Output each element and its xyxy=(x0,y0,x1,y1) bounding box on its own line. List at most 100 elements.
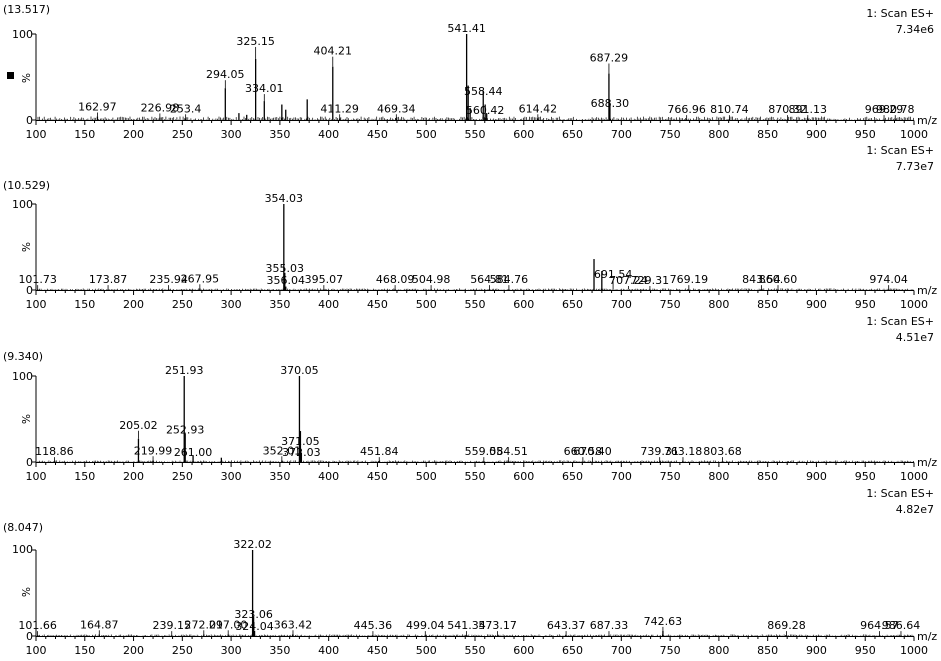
peak-label: 451.84 xyxy=(360,445,399,458)
x-tick-label: 550 xyxy=(465,644,486,657)
x-tick-label: 950 xyxy=(855,298,876,311)
peak-label: 469.34 xyxy=(377,102,416,115)
x-tick-label: 400 xyxy=(318,128,339,141)
peak-label: 239.15 xyxy=(152,619,191,632)
peak-label: 891.13 xyxy=(789,103,828,116)
x-axis-label: m/z xyxy=(917,284,937,297)
peak-label: 251.93 xyxy=(165,364,204,377)
x-tick-label: 950 xyxy=(855,128,876,141)
peak-label: 584.51 xyxy=(489,445,528,458)
peak-label: 643.37 xyxy=(547,619,586,632)
x-tick-label: 200 xyxy=(123,298,144,311)
intensity-label: 7.73e7 xyxy=(896,160,934,173)
y-tick-0: 0 xyxy=(26,284,33,297)
x-tick-label: 500 xyxy=(416,298,437,311)
x-tick-label: 350 xyxy=(269,128,290,141)
x-tick-label: 150 xyxy=(74,128,95,141)
x-tick-label: 600 xyxy=(513,644,534,657)
peak-label: 395.07 xyxy=(305,273,344,286)
peak-label: 325.15 xyxy=(236,35,275,48)
peak-label: 687.33 xyxy=(590,619,629,632)
peak-label: 205.02 xyxy=(119,419,158,432)
peak-label: 860.60 xyxy=(759,273,798,286)
x-tick-label: 550 xyxy=(465,128,486,141)
peak-label: 766.96 xyxy=(667,103,706,116)
x-tick-label: 600 xyxy=(513,128,534,141)
spectrum-panel-1: (13.517) 1: Scan ES+ 7.34e6 100 0 % m/z … xyxy=(3,3,937,141)
x-tick-label: 300 xyxy=(221,644,242,657)
scan-label: 1: Scan ES+ xyxy=(866,7,934,20)
x-tick-label: 250 xyxy=(172,128,193,141)
peak-label: 691.54 xyxy=(594,268,633,281)
peak-label: 541.41 xyxy=(447,22,486,35)
peak-label: 352.01 xyxy=(263,444,302,457)
x-tick-label: 850 xyxy=(757,470,778,483)
x-tick-label: 450 xyxy=(367,128,388,141)
selection-marker xyxy=(7,72,14,79)
x-tick-label: 350 xyxy=(269,470,290,483)
x-tick-label: 650 xyxy=(562,128,583,141)
x-tick-label: 100 xyxy=(26,470,47,483)
peak-label: 742.63 xyxy=(644,615,683,628)
x-tick-label: 900 xyxy=(806,298,827,311)
scan-label: 1: Scan ES+ xyxy=(866,315,934,328)
y-tick-100: 100 xyxy=(12,543,33,556)
peak-label: 356.04 xyxy=(267,274,306,287)
x-tick-label: 850 xyxy=(757,644,778,657)
x-tick-label: 900 xyxy=(806,470,827,483)
peak-label: 810.74 xyxy=(710,103,749,116)
peak-label: 504.98 xyxy=(412,273,451,286)
peak-label: 162.97 xyxy=(78,101,117,114)
x-axis-label: m/z xyxy=(917,114,937,127)
peak-label: 803.68 xyxy=(703,445,742,458)
peak-label: 468.09 xyxy=(376,273,415,286)
x-tick-label: 350 xyxy=(269,298,290,311)
x-tick-label: 150 xyxy=(74,644,95,657)
x-tick-label: 450 xyxy=(367,298,388,311)
y-tick-0: 0 xyxy=(26,114,33,127)
peak-label: 843.54 xyxy=(742,273,781,286)
x-tick-label: 750 xyxy=(660,128,681,141)
x-tick-label: 550 xyxy=(465,470,486,483)
peak-label: 969.29 xyxy=(865,103,904,116)
x-tick-label: 200 xyxy=(123,128,144,141)
x-tick-label: 450 xyxy=(367,644,388,657)
retention-time: (10.529) xyxy=(3,179,50,192)
peak-label: 729.31 xyxy=(631,274,670,287)
retention-time: (13.517) xyxy=(3,3,50,16)
x-tick-label: 600 xyxy=(513,298,534,311)
x-tick-label: 900 xyxy=(806,128,827,141)
x-tick-label: 100 xyxy=(26,644,47,657)
x-tick-label: 200 xyxy=(123,644,144,657)
peak-label: 974.04 xyxy=(869,273,908,286)
x-tick-label: 1000 xyxy=(900,644,928,657)
x-tick-label: 750 xyxy=(660,644,681,657)
peak-label: 226.98 xyxy=(141,101,180,114)
y-tick-100: 100 xyxy=(12,28,33,41)
x-tick-label: 700 xyxy=(611,298,632,311)
x-tick-label: 900 xyxy=(806,644,827,657)
peak-label: 411.29 xyxy=(320,102,359,115)
peak-label: 363.42 xyxy=(274,618,313,631)
y-axis-label: % xyxy=(21,587,33,597)
x-tick-label: 800 xyxy=(708,128,729,141)
y-tick-0: 0 xyxy=(26,630,33,643)
x-tick-label: 700 xyxy=(611,644,632,657)
x-tick-label: 250 xyxy=(172,644,193,657)
peak-label: 370.05 xyxy=(280,364,319,377)
y-axis-label: % xyxy=(21,242,33,252)
x-tick-label: 700 xyxy=(611,128,632,141)
x-tick-label: 300 xyxy=(221,298,242,311)
peak-label: 272.01 xyxy=(185,618,224,631)
peak-label: 173.87 xyxy=(89,273,128,286)
peak-label: 660.58 xyxy=(564,445,603,458)
x-tick-label: 750 xyxy=(660,298,681,311)
peak-label: 372.03 xyxy=(282,446,321,459)
peak-label: 688.30 xyxy=(591,97,630,110)
peak-label: 560.42 xyxy=(466,104,505,117)
peak-label: 219.99 xyxy=(134,444,173,457)
x-tick-label: 800 xyxy=(708,470,729,483)
baseline-noise xyxy=(37,634,914,636)
retention-time: (9.340) xyxy=(3,350,43,363)
peak-label: 404.21 xyxy=(314,45,353,58)
